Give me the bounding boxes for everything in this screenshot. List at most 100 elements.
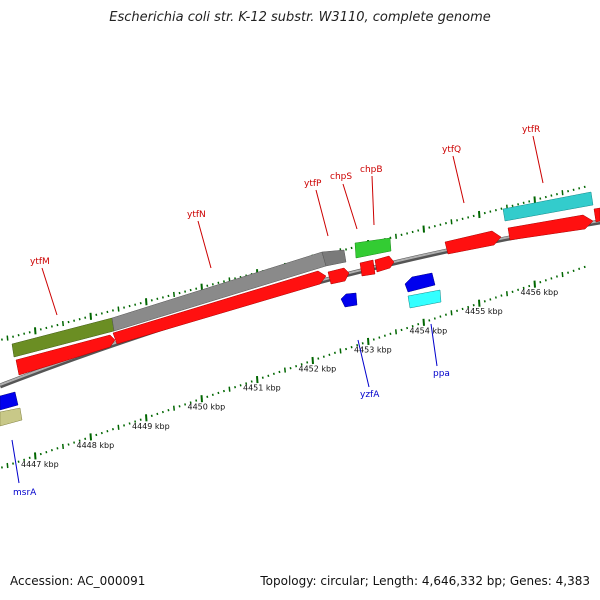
minor-tick [300, 363, 303, 366]
position-label: 4448 kbp [77, 441, 115, 450]
label-ytfM[interactable]: ytfM [30, 257, 50, 267]
minor-tick [350, 246, 353, 250]
label-chpB[interactable]: chpB [360, 165, 383, 175]
minor-tick [345, 248, 348, 251]
minor-tick [250, 380, 253, 383]
minor-tick [39, 328, 42, 331]
minor-tick [50, 325, 53, 328]
minor-tick [567, 271, 570, 274]
minor-tick [444, 313, 447, 316]
label-chpS[interactable]: chpS [330, 172, 352, 182]
gene-ytfN-red[interactable] [112, 270, 327, 345]
minor-tick [461, 217, 464, 221]
minor-tick [550, 194, 553, 197]
minor-tick [78, 439, 81, 442]
label-yzfA[interactable]: yzfA [360, 390, 380, 400]
minor-tick [361, 342, 364, 345]
gene-ytfR[interactable] [502, 191, 594, 222]
minor-tick [400, 233, 403, 237]
label-ytfR[interactable]: ytfR [522, 125, 540, 135]
minor-tick [167, 294, 170, 298]
minor-tick [317, 357, 320, 360]
minor-tick [517, 203, 520, 206]
gene-labels: ytfM ytfN ytfP chpS chpB ytfQ ytfR msrA … [11, 125, 544, 498]
minor-tick [528, 200, 531, 203]
minor-tick [383, 334, 386, 337]
minor-tick [539, 197, 542, 200]
major-tick [367, 337, 370, 345]
minor-tick [483, 300, 486, 303]
minor-tick [511, 290, 514, 293]
minor-tick [544, 279, 547, 282]
minor-tick [439, 315, 442, 318]
position-labels: 4447 kbp 4448 kbp 4449 kbp 4450 kbp 4451 kbp… [21, 288, 558, 469]
major-tick [89, 312, 92, 320]
major-tick [256, 376, 259, 384]
minor-tick [189, 401, 192, 404]
minor-tick [222, 389, 225, 393]
gene-ytfP[interactable] [327, 267, 350, 285]
label-msrA[interactable]: msrA [13, 488, 37, 498]
accession-text: Accession: AC_000091 [10, 574, 146, 588]
minor-tick [395, 329, 397, 335]
minor-tick [128, 304, 131, 308]
minor-tick [84, 437, 87, 440]
minor-tick [378, 336, 381, 339]
gene-ppa-cyan[interactable] [407, 289, 442, 309]
minor-tick [461, 307, 464, 311]
minor-tick [578, 267, 581, 271]
minor-tick [178, 405, 181, 408]
gene-ytfQ[interactable] [444, 230, 502, 255]
minor-tick [400, 328, 403, 332]
minor-tick [561, 272, 564, 278]
gene-chpS[interactable] [359, 259, 376, 277]
gene-ytfR-red[interactable] [507, 214, 594, 241]
gene-ytfN-end[interactable] [321, 249, 347, 267]
minor-tick [583, 185, 586, 189]
label-ppa[interactable]: ppa [433, 369, 450, 379]
label-ytfQ[interactable]: ytfQ [442, 145, 461, 155]
gene-msrA[interactable] [0, 391, 19, 411]
minor-tick [12, 335, 15, 338]
minor-tick [572, 269, 575, 272]
minor-tick [406, 326, 409, 330]
minor-tick [117, 424, 120, 430]
gene-ytfS-partial[interactable] [593, 207, 600, 223]
minor-tick [228, 386, 231, 392]
minor-tick [522, 201, 525, 205]
minor-tick [411, 230, 414, 234]
minor-tick [67, 320, 70, 324]
minor-tick [134, 303, 137, 306]
genome-backbone-highlight [0, 220, 600, 386]
label-ytfN[interactable]: ytfN [187, 210, 206, 220]
minor-tick [428, 226, 431, 229]
leader-ppa [430, 323, 438, 367]
minor-tick [106, 310, 109, 314]
minor-tick [84, 316, 87, 319]
major-tick [145, 298, 148, 306]
minor-tick [544, 195, 547, 199]
minor-tick [217, 281, 220, 285]
minor-tick [506, 291, 508, 297]
minor-tick [206, 395, 209, 398]
gene-chpB-red[interactable] [374, 255, 395, 273]
minor-tick [339, 348, 342, 354]
minor-tick [50, 449, 53, 452]
minor-tick [161, 410, 164, 414]
gene-msrA-yellow[interactable] [0, 407, 23, 427]
minor-tick [134, 420, 137, 423]
minor-tick [411, 324, 414, 328]
major-tick [533, 280, 536, 288]
gene-ppa[interactable] [404, 272, 436, 293]
gene-chpB[interactable] [354, 237, 392, 259]
gene-yzfA[interactable] [340, 292, 358, 308]
position-label: 4456 kbp [521, 288, 559, 297]
label-ytfP[interactable]: ytfP [304, 179, 322, 189]
position-label: 4452 kbp [299, 365, 337, 374]
minor-tick [428, 319, 431, 322]
minor-tick [389, 332, 392, 335]
minor-tick [261, 376, 264, 379]
minor-tick [539, 281, 542, 284]
gene-ytfM-red[interactable] [15, 334, 116, 376]
minor-tick [550, 277, 553, 280]
